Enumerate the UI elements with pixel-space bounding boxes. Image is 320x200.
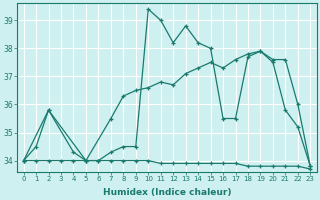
X-axis label: Humidex (Indice chaleur): Humidex (Indice chaleur) [103,188,231,197]
